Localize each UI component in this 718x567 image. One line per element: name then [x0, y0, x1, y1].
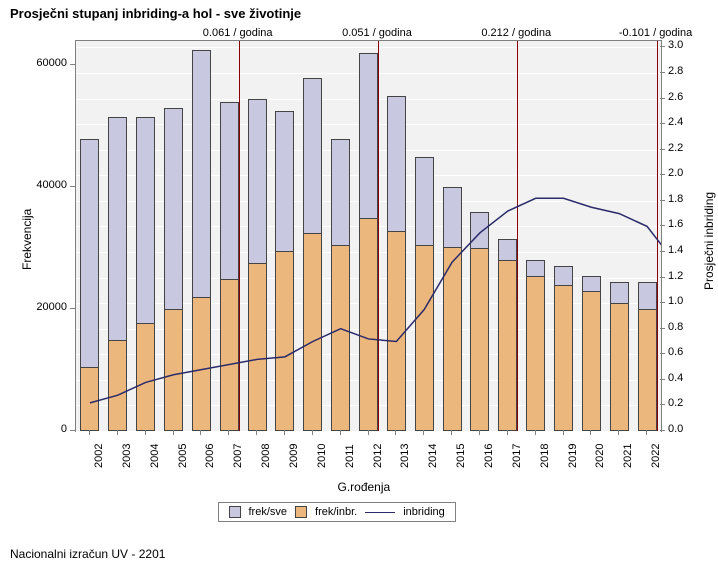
bar-frek-inbr [331, 245, 350, 431]
y-right-tick-label: 2.8 [668, 65, 683, 77]
y-left-tick-label: 0 [61, 423, 67, 435]
y-right-tick-label: 1.2 [668, 270, 683, 282]
y-right-tick-label: 0.4 [668, 372, 683, 384]
x-tick-label: 2014 [427, 444, 439, 468]
x-tick-label: 2017 [511, 444, 523, 468]
bar-frek-inbr [443, 247, 462, 431]
bar-frek-inbr [415, 245, 434, 431]
bar-frek-inbr [136, 323, 155, 431]
plot-area [75, 40, 662, 432]
x-tick-label: 2011 [344, 444, 356, 468]
x-tick-label: 2019 [567, 444, 579, 468]
bar-frek-inbr [610, 303, 629, 431]
reference-line-label: 0.212 / godina [481, 27, 551, 39]
x-tick-label: 2021 [622, 444, 634, 468]
x-tick-label: 2015 [455, 444, 467, 468]
legend: frek/sve frek/inbr. inbriding [218, 502, 456, 522]
legend-swatch-frek-sve [229, 506, 241, 518]
y-right-tick-label: 1.4 [668, 244, 683, 256]
x-tick-label: 2022 [650, 444, 662, 468]
bar-frek-inbr [387, 231, 406, 431]
y-right-tick-label: 2.6 [668, 91, 683, 103]
bar-frek-inbr [192, 297, 211, 431]
x-tick-label: 2012 [372, 444, 384, 468]
y-right-tick-label: 1.6 [668, 218, 683, 230]
bar-frek-inbr [164, 309, 183, 431]
reference-line [517, 41, 518, 431]
x-tick-label: 2009 [288, 444, 300, 468]
y-right-tick-label: 3.0 [668, 39, 683, 51]
y-right-tick-label: 1.8 [668, 193, 683, 205]
bar-frek-inbr [80, 367, 99, 431]
x-tick-label: 2004 [149, 444, 161, 468]
y-left-tick-label: 20000 [36, 301, 67, 313]
x-tick-label: 2003 [121, 444, 133, 468]
x-axis-label: G.rođenja [338, 480, 391, 494]
legend-swatch-frek-inbr [295, 506, 307, 518]
y-right-tick-label: 2.2 [668, 142, 683, 154]
y-right-tick-label: 0.6 [668, 346, 683, 358]
bar-frek-inbr [303, 233, 322, 431]
y-axis-left-label: Frekvencija [20, 209, 34, 270]
reference-line [657, 41, 658, 431]
reference-line-label: -0.101 / godina [619, 27, 692, 39]
bar-frek-inbr [220, 279, 239, 431]
chart-footer: Nacionalni izračun UV - 2201 [10, 547, 165, 561]
reference-line [378, 41, 379, 431]
bar-frek-inbr [554, 285, 573, 431]
x-tick-label: 2018 [539, 444, 551, 468]
reference-line-label: 0.061 / godina [203, 27, 273, 39]
chart-title: Prosječni stupanj inbriding-a hol - sve … [10, 6, 301, 21]
legend-label-frek-inbr: frek/inbr. [315, 506, 357, 518]
bar-frek-inbr [248, 263, 267, 431]
y-left-tick-label: 40000 [36, 179, 67, 191]
x-tick-label: 2008 [260, 444, 272, 468]
x-tick-label: 2005 [177, 444, 189, 468]
bar-frek-inbr [470, 248, 489, 431]
x-tick-label: 2013 [399, 444, 411, 468]
chart-container: Prosječni stupanj inbriding-a hol - sve … [0, 0, 718, 567]
x-tick-label: 2020 [594, 444, 606, 468]
bar-frek-inbr [108, 340, 127, 431]
y-right-tick-label: 0.2 [668, 397, 683, 409]
x-tick-label: 2016 [483, 444, 495, 468]
reference-line [239, 41, 240, 431]
x-tick-label: 2002 [93, 444, 105, 468]
y-axis-right-label: Prosječni inbriding [702, 192, 716, 290]
bar-frek-inbr [359, 218, 378, 431]
bar-frek-inbr [582, 291, 601, 431]
y-right-tick-label: 2.4 [668, 116, 683, 128]
y-right-tick-label: 0.0 [668, 423, 683, 435]
bar-frek-inbr [526, 276, 545, 431]
x-tick-label: 2010 [316, 444, 328, 468]
bar-frek-inbr [275, 251, 294, 431]
legend-line-inbriding [365, 512, 395, 513]
legend-label-inbriding: inbriding [403, 506, 445, 518]
x-tick-label: 2006 [204, 444, 216, 468]
bar-frek-inbr [638, 309, 657, 431]
legend-label-frek-sve: frek/sve [249, 506, 288, 518]
y-right-tick-label: 0.8 [668, 321, 683, 333]
y-right-tick-label: 1.0 [668, 295, 683, 307]
y-right-tick-label: 2.0 [668, 167, 683, 179]
bar-frek-inbr [498, 260, 517, 431]
x-tick-label: 2007 [232, 444, 244, 468]
y-left-tick-label: 60000 [36, 57, 67, 69]
reference-line-label: 0.051 / godina [342, 27, 412, 39]
